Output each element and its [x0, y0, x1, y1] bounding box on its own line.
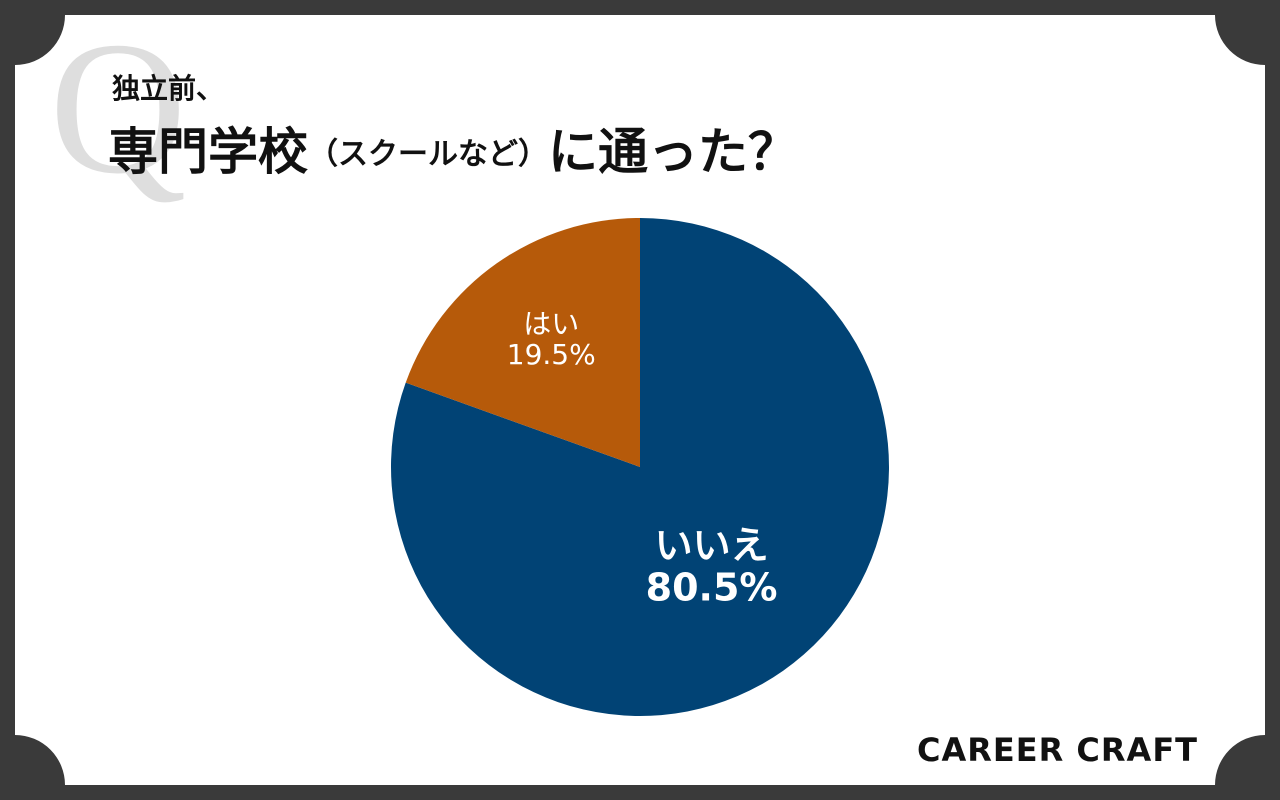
title-part: に通った？: [548, 123, 798, 181]
pie-slice: [405, 218, 640, 467]
title-part: 専門学校: [108, 123, 308, 181]
slice-value-label: 80.5%: [646, 565, 778, 609]
title-part: （スクールなど）: [308, 137, 548, 172]
slice-category-label: はい: [523, 307, 579, 340]
pie-slice: [391, 218, 890, 717]
brand-logo: CAREER CRAFT: [917, 731, 1198, 769]
slice-category-label: いいえ: [655, 523, 769, 567]
slice-value-label: 19.5%: [507, 338, 596, 371]
title-prefix: 独立前、: [112, 72, 224, 105]
q-mark: Q: [49, 4, 186, 214]
chart-title: 専門学校（スクールなど）に通った？: [108, 123, 798, 181]
